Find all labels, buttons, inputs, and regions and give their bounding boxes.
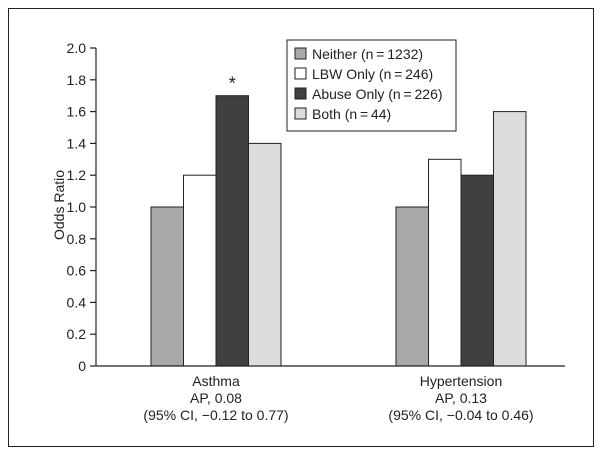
y-tick-label: 0.8 [67,231,87,247]
y-tick-label: 0.2 [67,326,87,342]
legend-label: Both (n = 44) [312,106,391,122]
x-category-label: (95% CI, −0.12 to 0.77) [143,407,288,423]
legend-swatch [294,87,307,100]
y-tick-label: 1.6 [67,104,87,120]
legend-swatch [294,47,307,60]
legend-label: Neither (n = 1232) [312,46,423,62]
x-category-label: Asthma [192,373,240,389]
legend-box [286,39,457,132]
bar [248,142,282,367]
y-tick-label: 1.0 [67,199,87,215]
significance-marker: * [229,74,236,94]
legend-swatch [294,107,307,120]
bar [493,111,527,367]
legend-label: Abuse Only (n = 226) [312,86,443,102]
bar [150,206,184,367]
y-tick-label: 0.4 [67,294,87,310]
bar [395,206,429,367]
legend-label: LBW Only (n = 246) [312,66,433,82]
bar [215,95,249,367]
bar [183,174,217,367]
y-tick-label: 1.2 [67,167,87,183]
y-axis-label: Odds Ratio [51,170,67,240]
legend-swatch [294,67,307,80]
chart-frame [8,8,594,447]
y-tick-label: 1.4 [67,135,87,151]
x-category-label: AP, 0.08 [190,390,242,406]
y-tick-label: 0 [78,358,86,374]
bar [428,158,462,367]
y-tick-label: 1.8 [67,72,87,88]
y-tick-label: 2.0 [67,40,87,56]
x-category-label: AP, 0.13 [435,390,487,406]
x-category-label: Hypertension [420,373,503,389]
bar [460,174,494,367]
y-tick-label: 0.6 [67,263,87,279]
x-category-label: (95% CI, −0.04 to 0.46) [388,407,533,423]
